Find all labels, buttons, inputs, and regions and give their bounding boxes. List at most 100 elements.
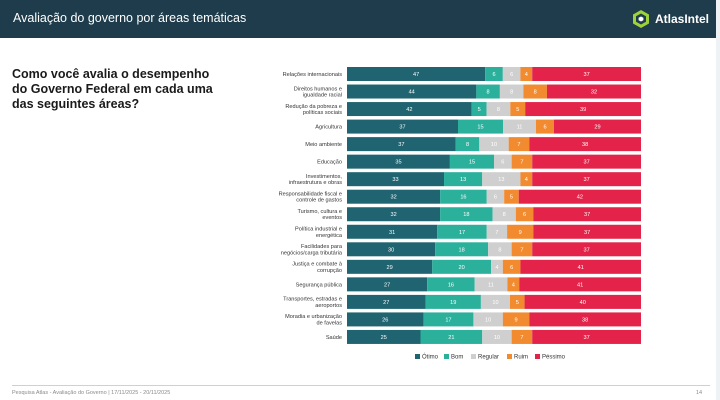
legend-swatch [471,354,476,359]
data-label: 38 [582,317,588,323]
category-label: Turismo, cultura e eventos [297,209,342,221]
data-label: 5 [516,300,519,306]
data-label: 4 [495,265,498,271]
survey-question: Como você avalia o desempenho do Governo… [12,67,213,111]
bar-segment [523,84,547,99]
header-bar: Avaliação do governo por áreas temáticas… [0,0,720,38]
data-label: 41 [577,282,583,288]
bar-segment [347,312,424,327]
data-label: 6 [492,72,495,78]
category-label: Política industrial e energética [295,227,343,239]
data-label: 37 [583,72,589,78]
data-label: 13 [460,177,466,183]
bar-segment [486,224,508,239]
data-label: 19 [450,300,456,306]
page-number: 14 [696,390,703,396]
data-label: 8 [498,247,501,253]
bar-segment [437,224,487,239]
data-label: 37 [583,177,589,183]
data-label: 15 [477,125,483,131]
bar-segment [532,67,641,81]
bar-segment [503,119,536,134]
bar-segment [502,67,521,81]
data-label: 38 [582,142,588,148]
bar-segment [525,102,641,117]
bar-segment [499,84,524,99]
data-label: 37 [399,125,405,131]
bar-segment [529,312,641,327]
bar-segment [520,67,533,81]
data-label: 29 [594,125,600,131]
data-label: 27 [383,300,389,306]
bar-segment [485,67,503,81]
category-label: Transportes, estradas e aeroportos [283,297,342,309]
bar-segment [471,102,487,117]
data-label: 6 [494,195,497,201]
bar-segment [449,154,494,169]
bar-segment [504,189,519,204]
bar-segment [347,207,441,222]
bar-segment [502,312,530,327]
data-label: 8 [497,107,500,113]
data-label: 8 [487,90,490,96]
bar-segment [482,329,512,344]
bar-segment [529,137,641,152]
bar-segment [524,294,641,309]
data-label: 37 [583,247,589,253]
bar-segment [480,294,511,309]
bar-segment [347,67,486,81]
bar-segment [486,189,505,204]
data-label: 20 [459,265,465,271]
data-label: 6 [543,125,546,131]
data-label: 35 [395,160,401,166]
legend-swatch [444,354,449,359]
data-label: 40 [580,300,586,306]
bar-segment [440,189,487,204]
bar-segment [491,259,503,274]
data-label: 13 [498,177,504,183]
bar-segment [347,189,441,204]
legend-label: Bom [451,355,463,361]
data-label: 37 [583,160,589,166]
legend-label: Ótimo [422,354,439,361]
data-label: 9 [519,230,522,236]
bar-segment [511,242,533,257]
bar-segment [507,277,520,292]
data-label: 7 [520,247,523,253]
bar-segment [508,137,530,152]
data-label: 7 [495,230,498,236]
data-label: 4 [525,72,528,78]
page-title: Avaliação do governo por áreas temáticas [13,11,247,25]
data-label: 9 [514,317,517,323]
data-label: 16 [460,195,466,201]
atlas-logo-icon [633,10,649,28]
data-label: 27 [384,282,390,288]
data-label: 10 [485,317,491,323]
bar-segment [488,242,512,257]
category-label: Meio ambiente [305,142,342,148]
legend-label: Ruim [514,355,528,361]
data-label: 5 [516,107,519,113]
bar-segment [423,312,474,327]
data-label: 16 [448,282,454,288]
bar-segment [435,242,489,257]
bar-segment [532,242,641,257]
category-label: Facilidades para negócios/carga tributári… [281,244,343,256]
bar-segment [507,224,534,239]
bar-segment [347,294,426,309]
data-label: 18 [459,247,465,253]
bar-segment [536,119,554,134]
data-label: 7 [517,142,520,148]
data-label: 37 [583,335,589,341]
category-label: Saúde [326,335,342,341]
data-label: 5 [510,195,513,201]
data-label: 8 [503,212,506,218]
logo-text: AtlasIntel [655,12,710,26]
category-label: Justiça e combate à corrupção [292,262,343,274]
data-label: 37 [584,212,590,218]
bar-segment [476,84,500,99]
bar-segment [444,172,483,187]
bar-segment [554,119,641,134]
data-label: 5 [478,107,481,113]
